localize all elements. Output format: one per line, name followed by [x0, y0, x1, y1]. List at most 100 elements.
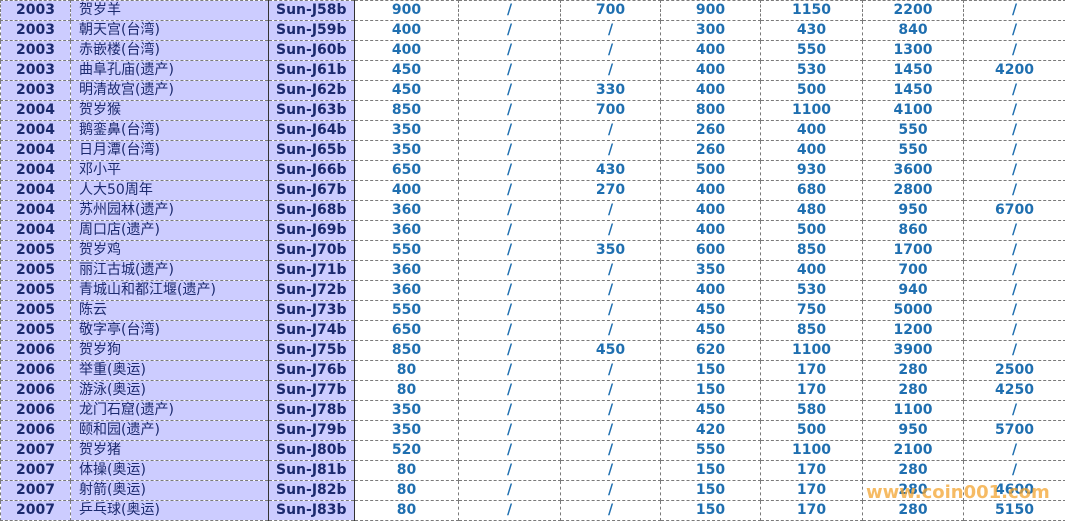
price-cell: /	[560, 460, 661, 481]
price-cell: /	[458, 80, 561, 101]
code-cell: Sun-J67b	[268, 180, 355, 201]
price-cell: 350	[660, 260, 761, 281]
price-cell: 400	[660, 280, 761, 301]
code-cell: Sun-J77b	[268, 380, 355, 401]
table-row: 2007 乒乓球(奥运) Sun-J83b 80//150 170 280 5150	[0, 500, 1065, 521]
price-cell: 850	[760, 320, 863, 341]
price-cell: 1300	[862, 40, 964, 61]
price-cell: 80	[354, 380, 459, 401]
price-cell: 1100	[760, 100, 863, 121]
name-cell: 颐和园(遗产)	[70, 420, 269, 441]
price-cell: 80	[354, 460, 459, 481]
price-cell: 2500	[963, 360, 1065, 381]
price-cell: 260	[660, 120, 761, 141]
year-cell: 2005	[0, 320, 71, 341]
price-cell: /	[458, 120, 561, 141]
year-cell: 2003	[0, 60, 71, 81]
code-cell: Sun-J60b	[268, 40, 355, 61]
price-cell: 400	[660, 80, 761, 101]
price-cell: /	[458, 100, 561, 121]
price-cell: /	[963, 340, 1065, 361]
price-cell: 840	[862, 20, 964, 41]
year-cell: 2004	[0, 160, 71, 181]
year-cell: 2004	[0, 180, 71, 201]
price-cell: /	[458, 480, 561, 501]
price-cell: 400	[354, 40, 459, 61]
year-cell: 2004	[0, 100, 71, 121]
table-row: 2004 日月潭(台湾) Sun-J65b 350//260 400 550/	[0, 140, 1065, 161]
name-cell: 明清故宫(遗产)	[70, 80, 269, 101]
price-cell: /	[963, 160, 1065, 181]
price-cell: /	[560, 420, 661, 441]
price-cell: 3600	[862, 160, 964, 181]
price-cell: 280	[862, 480, 964, 501]
price-cell: 450	[660, 320, 761, 341]
name-cell: 贺岁猴	[70, 100, 269, 121]
price-cell: 700	[560, 0, 661, 21]
price-cell: /	[963, 180, 1065, 201]
price-cell: /	[963, 260, 1065, 281]
table-row: 2006 颐和园(遗产) Sun-J79b 350//420 500 950 5700	[0, 420, 1065, 441]
price-cell: /	[963, 20, 1065, 41]
price-cell: /	[963, 120, 1065, 141]
price-cell: 520	[354, 440, 459, 461]
name-cell: 周口店(遗产)	[70, 220, 269, 241]
price-cell: /	[963, 400, 1065, 421]
price-cell: /	[963, 140, 1065, 161]
code-cell: Sun-J76b	[268, 360, 355, 381]
price-cell: 80	[354, 480, 459, 501]
year-cell: 2004	[0, 220, 71, 241]
price-cell: 480	[760, 200, 863, 221]
price-cell: /	[458, 300, 561, 321]
price-cell: 400	[760, 140, 863, 161]
table-row: 2006 游泳(奥运) Sun-J77b 80//150 170 280 4250	[0, 380, 1065, 401]
name-cell: 曲阜孔庙(遗产)	[70, 60, 269, 81]
watermark: www.coin001.com	[866, 482, 1050, 503]
price-cell: /	[458, 140, 561, 161]
price-cell: 450	[560, 340, 661, 361]
price-cell: 850	[354, 340, 459, 361]
price-cell: 430	[760, 20, 863, 41]
table-row: 2006 龙门石窟(遗产) Sun-J78b 350//450 580 1100/	[0, 400, 1065, 421]
price-cell: 4200	[963, 60, 1065, 81]
price-cell: 450	[660, 400, 761, 421]
price-cell: /	[560, 320, 661, 341]
price-cell: 4250	[963, 380, 1065, 401]
price-cell: 950	[862, 200, 964, 221]
price-cell: 650	[354, 320, 459, 341]
price-cell: 1450	[862, 60, 964, 81]
price-cell: 150	[660, 380, 761, 401]
table-row: 2004 人大50周年 Sun-J67b 400/270 400 680 2800/	[0, 180, 1065, 201]
price-cell: 150	[660, 360, 761, 381]
name-cell: 人大50周年	[70, 180, 269, 201]
price-cell: 1450	[862, 80, 964, 101]
code-cell: Sun-J72b	[268, 280, 355, 301]
name-cell: 日月潭(台湾)	[70, 140, 269, 161]
name-cell: 鹅銮鼻(台湾)	[70, 120, 269, 141]
price-cell: /	[458, 420, 561, 441]
price-cell: /	[458, 0, 561, 21]
price-cell: /	[458, 220, 561, 241]
price-cell: 350	[560, 240, 661, 261]
price-cell: /	[560, 140, 661, 161]
price-cell: 940	[862, 280, 964, 301]
price-cell: 860	[862, 220, 964, 241]
price-cell: 420	[660, 420, 761, 441]
code-cell: Sun-J73b	[268, 300, 355, 321]
price-cell: 170	[760, 500, 863, 521]
price-cell: 450	[354, 60, 459, 81]
table-row: 2004 苏州园林(遗产) Sun-J68b 360//400 480 950 6700	[0, 200, 1065, 221]
price-cell: 3900	[862, 340, 964, 361]
table-row: 2003 朝天宫(台湾) Sun-J59b 400//300 430 840/	[0, 20, 1065, 41]
table-row: 2007 贺岁猪 Sun-J80b 520//550 1100 2100/	[0, 440, 1065, 461]
price-cell: 5150	[963, 500, 1065, 521]
code-cell: Sun-J81b	[268, 460, 355, 481]
price-cell: 800	[660, 100, 761, 121]
price-cell: 150	[660, 500, 761, 521]
price-cell: /	[963, 440, 1065, 461]
code-cell: Sun-J80b	[268, 440, 355, 461]
price-cell: 300	[660, 20, 761, 41]
